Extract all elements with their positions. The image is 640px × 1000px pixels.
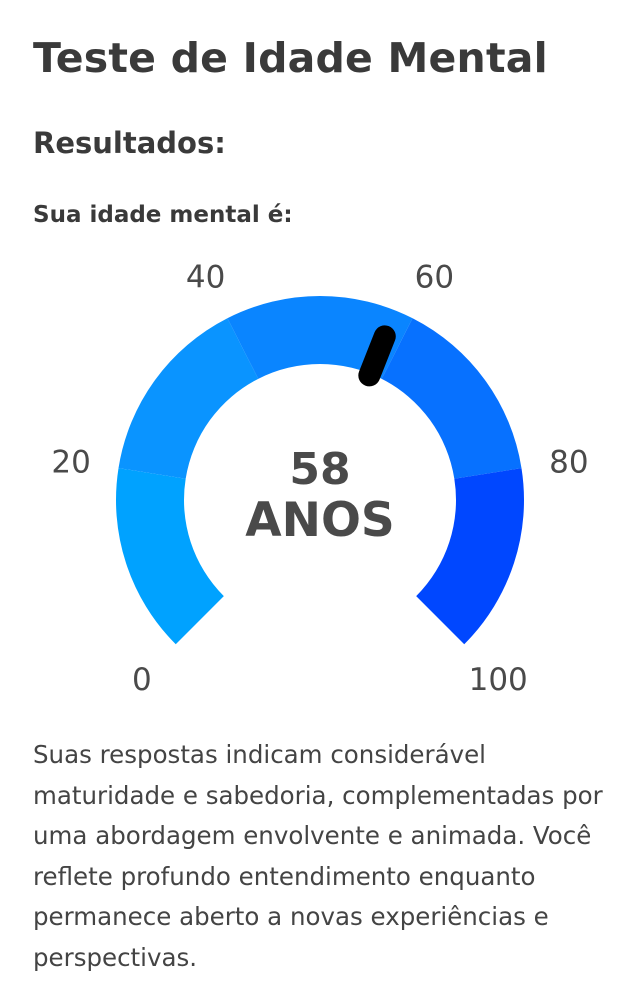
gauge-value: 58 xyxy=(289,444,350,495)
gauge-segment-1 xyxy=(116,468,224,645)
mental-age-label: Sua idade mental é: xyxy=(33,202,293,228)
gauge-tick-label: 20 xyxy=(51,445,90,481)
gauge-tick-label: 100 xyxy=(469,662,528,698)
gauge-segments xyxy=(116,296,524,645)
result-description: Suas respostas indicam considerável matu… xyxy=(33,740,603,972)
gauge-tick-label: 0 xyxy=(132,662,152,698)
gauge-tick-labels: 0 20 40 60 80 100 xyxy=(51,259,588,698)
gauge-segment-5 xyxy=(416,468,524,645)
gauge-needle xyxy=(358,325,396,387)
gauge-tick-label: 60 xyxy=(415,259,454,295)
mental-age-gauge: 0 20 40 60 80 100 58 ANOS xyxy=(51,259,588,698)
page-title: Teste de Idade Mental xyxy=(33,34,548,82)
gauge-segment-4 xyxy=(381,318,522,479)
gauge-segment-2 xyxy=(118,318,259,479)
gauge-unit: ANOS xyxy=(245,493,395,548)
results-heading: Resultados: xyxy=(33,126,226,160)
gauge-tick-label: 40 xyxy=(186,259,225,295)
gauge-tick-label: 80 xyxy=(549,445,588,481)
